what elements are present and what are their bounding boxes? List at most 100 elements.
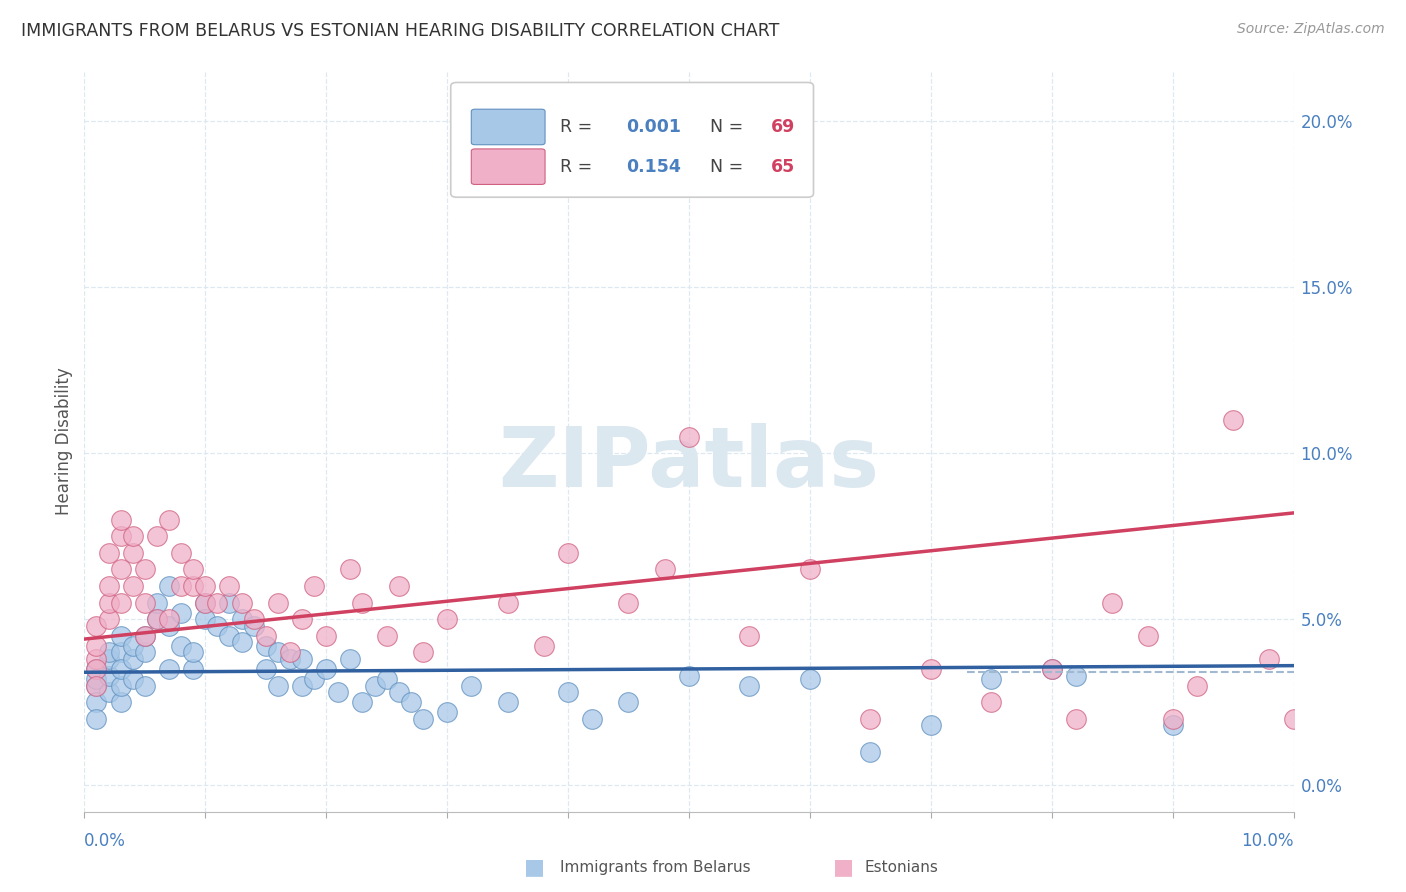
Point — [242, 619, 264, 633]
Point — [412, 712, 434, 726]
Text: Estonians: Estonians — [865, 860, 939, 874]
Point — [170, 546, 193, 560]
Point — [436, 612, 458, 626]
Point — [352, 596, 374, 610]
Point — [436, 705, 458, 719]
Point — [134, 629, 156, 643]
Point — [254, 662, 277, 676]
Point — [86, 672, 108, 686]
Point — [110, 596, 132, 610]
Point — [110, 645, 132, 659]
Point — [278, 652, 301, 666]
Point — [97, 645, 120, 659]
Point — [110, 562, 132, 576]
Point — [134, 596, 156, 610]
Point — [1137, 629, 1160, 643]
Point — [194, 596, 217, 610]
Point — [1185, 679, 1208, 693]
Point — [399, 695, 422, 709]
Point — [121, 672, 143, 686]
Point — [157, 619, 180, 633]
Point — [278, 645, 301, 659]
Point — [654, 562, 676, 576]
Text: 65: 65 — [770, 158, 796, 176]
Point — [254, 639, 277, 653]
Text: 69: 69 — [770, 118, 796, 136]
Text: N =: N = — [699, 118, 748, 136]
Point — [134, 629, 156, 643]
Point — [110, 662, 132, 676]
Text: R =: R = — [560, 118, 598, 136]
Point — [859, 745, 882, 759]
Point — [352, 695, 374, 709]
Point — [97, 596, 120, 610]
Point — [86, 712, 108, 726]
Point — [207, 596, 229, 610]
Text: IMMIGRANTS FROM BELARUS VS ESTONIAN HEARING DISABILITY CORRELATION CHART: IMMIGRANTS FROM BELARUS VS ESTONIAN HEAR… — [21, 22, 779, 40]
Point — [267, 679, 290, 693]
Point — [581, 712, 603, 726]
Point — [157, 512, 180, 526]
Point — [207, 619, 229, 633]
Point — [218, 596, 240, 610]
Point — [1282, 712, 1305, 726]
Text: N =: N = — [699, 158, 748, 176]
Point — [291, 652, 314, 666]
Point — [1161, 718, 1184, 732]
Point — [181, 645, 204, 659]
Point — [617, 695, 640, 709]
Point — [460, 679, 482, 693]
Point — [412, 645, 434, 659]
Point — [97, 546, 120, 560]
Point — [1222, 413, 1244, 427]
Point — [146, 596, 169, 610]
FancyBboxPatch shape — [451, 82, 814, 197]
Point — [859, 712, 882, 726]
Point — [97, 579, 120, 593]
Text: 10.0%: 10.0% — [1241, 831, 1294, 849]
Point — [110, 512, 132, 526]
Point — [1040, 662, 1063, 676]
Point — [134, 645, 156, 659]
Point — [1064, 712, 1087, 726]
Point — [496, 695, 519, 709]
Point — [799, 562, 821, 576]
Point — [231, 596, 253, 610]
Point — [110, 695, 132, 709]
Point — [157, 662, 180, 676]
Point — [678, 668, 700, 682]
Point — [170, 639, 193, 653]
Text: ■: ■ — [834, 857, 853, 877]
Point — [110, 679, 132, 693]
Point — [315, 629, 337, 643]
Point — [97, 668, 120, 682]
Point — [375, 672, 398, 686]
Point — [121, 546, 143, 560]
Point — [86, 619, 108, 633]
Point — [799, 672, 821, 686]
Point — [110, 529, 132, 543]
Text: ■: ■ — [524, 857, 544, 877]
Point — [267, 596, 290, 610]
FancyBboxPatch shape — [471, 109, 546, 145]
Point — [1161, 712, 1184, 726]
Point — [181, 579, 204, 593]
Point — [254, 629, 277, 643]
Point — [86, 679, 108, 693]
Point — [363, 679, 385, 693]
Point — [121, 579, 143, 593]
Point — [242, 612, 264, 626]
Point — [920, 662, 942, 676]
Point — [328, 685, 350, 699]
Point — [678, 429, 700, 443]
Point — [170, 579, 193, 593]
Text: 0.001: 0.001 — [626, 118, 681, 136]
Point — [920, 718, 942, 732]
Point — [97, 685, 120, 699]
Point — [181, 662, 204, 676]
Text: R =: R = — [560, 158, 598, 176]
Point — [231, 612, 253, 626]
Point — [86, 662, 108, 676]
Point — [557, 685, 579, 699]
Point — [738, 629, 761, 643]
